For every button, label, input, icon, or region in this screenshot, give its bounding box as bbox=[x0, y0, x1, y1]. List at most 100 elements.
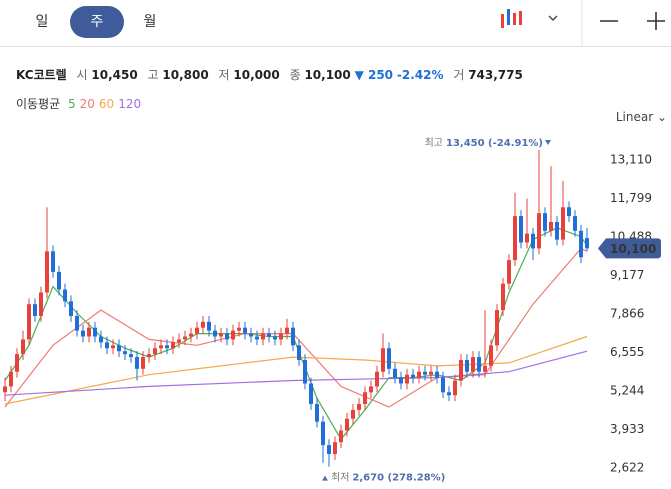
dropdown-chevron[interactable] bbox=[548, 15, 558, 21]
candle-body bbox=[459, 359, 463, 381]
candle-body bbox=[201, 321, 205, 328]
ma-line bbox=[4, 227, 588, 441]
candle-body bbox=[483, 365, 487, 372]
quote-label: 저 bbox=[218, 68, 230, 82]
max-label: 최고 bbox=[425, 137, 443, 149]
candle-body bbox=[63, 289, 67, 302]
candle-body bbox=[429, 371, 433, 375]
candle-body bbox=[297, 345, 301, 360]
candle-body bbox=[171, 342, 175, 349]
candle-body bbox=[207, 321, 211, 331]
candle-body bbox=[261, 333, 265, 340]
candle-body bbox=[9, 371, 13, 387]
candle-body bbox=[477, 357, 481, 372]
legend-entry: 120 bbox=[118, 97, 142, 111]
scale-selector[interactable]: Linear ⌄ bbox=[615, 110, 667, 124]
legend-entry: 20 bbox=[79, 97, 95, 111]
quote-value: 10,800 bbox=[162, 68, 209, 82]
quote-label: 시 bbox=[76, 68, 88, 82]
chart-type-icon[interactable] bbox=[519, 11, 522, 25]
candle-body bbox=[117, 345, 121, 352]
candle-body bbox=[453, 380, 457, 396]
quote-label: 종 bbox=[289, 68, 301, 82]
candle-body bbox=[327, 445, 331, 454]
chart-type-icon[interactable] bbox=[507, 9, 510, 25]
candle-body bbox=[549, 221, 553, 231]
candle-body bbox=[411, 374, 415, 378]
volume: 743,775 bbox=[468, 68, 523, 82]
candle-body bbox=[363, 392, 367, 405]
candle-body bbox=[555, 221, 559, 240]
candle-body bbox=[51, 251, 55, 272]
candle-body bbox=[237, 327, 241, 331]
candle-body bbox=[87, 327, 91, 337]
candle-body bbox=[531, 233, 535, 249]
candle-body bbox=[195, 327, 199, 334]
ma-line bbox=[4, 350, 588, 396]
min-marker bbox=[322, 475, 328, 481]
candle-body bbox=[489, 345, 493, 366]
y-tick-label: 7,866 bbox=[610, 307, 644, 321]
candle-body bbox=[465, 359, 469, 372]
candle-body bbox=[291, 327, 295, 346]
ma-line bbox=[4, 247, 588, 408]
min-annotation: 최저 2,670 (278.28%) bbox=[331, 472, 445, 484]
candle-body bbox=[57, 271, 61, 290]
y-tick-label: 11,799 bbox=[610, 191, 652, 205]
candle-body bbox=[279, 333, 283, 340]
candle-body bbox=[387, 348, 391, 369]
min-label: 최저 bbox=[331, 472, 349, 484]
candle-body bbox=[303, 359, 307, 384]
candle-body bbox=[339, 430, 343, 443]
stock-name: KC코트렐 bbox=[16, 68, 67, 82]
candle-body bbox=[435, 371, 439, 378]
candle-body bbox=[495, 310, 499, 346]
candle-body bbox=[111, 345, 115, 349]
candle-body bbox=[285, 327, 289, 334]
header: 일 주 월 bbox=[0, 0, 671, 47]
candle-body bbox=[333, 442, 337, 454]
candle-body bbox=[567, 207, 571, 217]
candle-body bbox=[579, 230, 583, 258]
candle-body bbox=[399, 377, 403, 384]
period-tab[interactable]: 일 bbox=[35, 14, 49, 30]
candle-body bbox=[423, 371, 427, 375]
y-tick-label: 5,244 bbox=[610, 384, 644, 398]
candle-body bbox=[417, 371, 421, 378]
ma-legend: 이동평균 5 20 60 120 bbox=[16, 95, 145, 112]
chart-type-icon[interactable] bbox=[501, 14, 504, 28]
candle-body bbox=[351, 409, 355, 419]
quote-label: 고 bbox=[147, 68, 159, 82]
candle-body bbox=[369, 386, 373, 393]
candle-body bbox=[573, 216, 577, 231]
max-marker bbox=[545, 140, 551, 146]
candle-body bbox=[267, 333, 271, 337]
ma-line bbox=[4, 335, 588, 405]
ma-title: 이동평균 bbox=[16, 97, 61, 111]
candle-body bbox=[255, 336, 259, 340]
candle-body bbox=[381, 348, 385, 372]
candle-body bbox=[561, 207, 565, 240]
quote-value: 10,450 bbox=[91, 68, 138, 82]
candle-body bbox=[135, 357, 139, 369]
scale-label: Linear bbox=[615, 110, 654, 124]
candle-body bbox=[345, 418, 349, 431]
period-tab[interactable]: 월 bbox=[143, 14, 157, 30]
candle-body bbox=[165, 345, 169, 349]
candle-body bbox=[513, 216, 517, 261]
quote-label: 거 bbox=[453, 68, 465, 82]
candle-body bbox=[273, 336, 277, 340]
candle-body bbox=[393, 368, 397, 378]
legend-entry: 60 bbox=[98, 97, 115, 111]
candle-body bbox=[537, 213, 541, 249]
max-annotation: 최고 13,450 (-24.91%) bbox=[425, 137, 543, 149]
candle-body bbox=[315, 404, 319, 422]
candle-body bbox=[225, 333, 229, 340]
chart-type-icon[interactable] bbox=[513, 13, 516, 25]
change: ▼ 250 bbox=[354, 68, 394, 82]
quote-value: 10,000 bbox=[233, 68, 280, 82]
candle-body bbox=[213, 330, 217, 337]
legend-entry: 5 bbox=[68, 97, 76, 111]
period-tab[interactable]: 주 bbox=[70, 6, 124, 38]
